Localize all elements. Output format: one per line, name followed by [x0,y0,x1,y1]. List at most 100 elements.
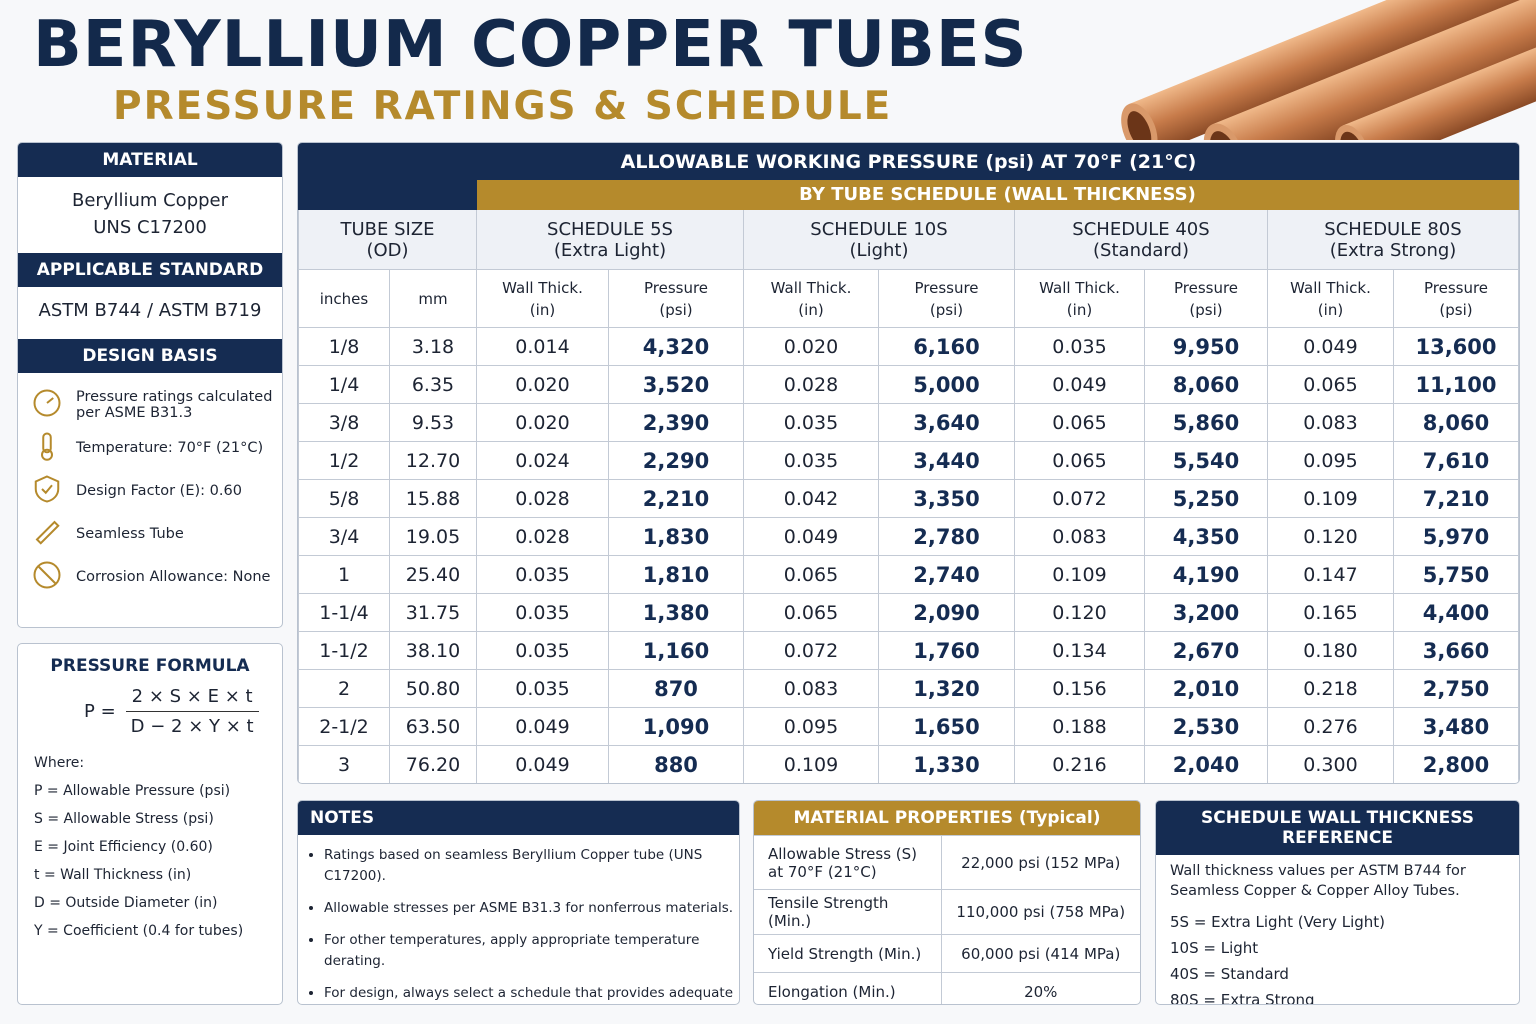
title: BERYLLIUM COPPER TUBES [33,8,1028,82]
note: Allowable stresses per ASME B31.3 for no… [324,898,739,919]
cell: 2 [298,669,390,708]
pressure: 4,350 [1144,517,1268,556]
pressure: 2,210 [608,479,744,518]
cell: 1/4 [298,365,390,404]
pressure: 13,600 [1393,327,1519,366]
def: P = Allowable Pressure (psi) [34,783,231,799]
formula-heading: PRESSURE FORMULA [50,656,250,676]
icon [32,431,76,465]
def: D = Outside Diameter (in) [34,895,218,911]
property-value: 22,000 psi (152 MPa) [940,835,1140,890]
size-header-line: (OD) [366,239,409,261]
cell: 0.024 [476,441,609,480]
design-text: Pressure ratings calculated per ASME B31… [76,388,273,421]
icon [32,474,76,508]
pressure: 1,830 [608,517,744,556]
formula-panel: PRESSURE FORMULA P = 2 × S × E × t D − 2 … [17,643,283,1005]
cell: 50.80 [389,669,477,708]
pressure: 2,670 [1144,631,1268,670]
size-col: inches [298,269,390,328]
icon [32,560,76,594]
pressure: 1,320 [878,669,1015,708]
pressure: 4,320 [608,327,744,366]
where: Where: [34,755,85,771]
design-text: Temperature: 70°F (21°C) [76,439,264,456]
pressure: 1,760 [878,631,1015,670]
cell: 0.072 [1014,479,1145,518]
cell: 0.020 [476,403,609,442]
data-row: 1-1/2 38.10 0.035 1,160 0.072 1,760 0.134 2,670… [298,631,1519,670]
cell: 31.75 [389,593,477,632]
numerator: 2 × S × E × t [125,686,259,712]
cell: 0.049 [476,707,609,746]
design-item: Corrosion Allowance: None [32,555,274,598]
pressure: 2,290 [608,441,744,480]
def: S = Allowable Stress (psi) [34,811,214,827]
sub-header: Pressure (psi) [1393,269,1519,328]
cell: 0.065 [1014,403,1145,442]
cell: 0.218 [1267,669,1394,708]
note: Ratings based on seamless Beryllium Copp… [324,845,739,887]
cell: 0.165 [1267,593,1394,632]
sub-header-line: Pressure [1173,278,1239,297]
note: For design, always select a schedule tha… [324,983,739,1004]
design-item: Design Factor (E): 0.60 [32,469,274,512]
pressure: 5,000 [878,365,1015,404]
cell: 0.049 [1014,365,1145,404]
cell: 15.88 [389,479,477,518]
data-row: 3/4 19.05 0.028 1,830 0.049 2,780 0.083 4,350 0.… [298,517,1519,556]
pressure: 2,750 [1393,669,1519,708]
pressure: 7,610 [1393,441,1519,480]
pressure-table: ALLOWABLE WORKING PRESSURE (psi) AT 70°F… [297,142,1520,784]
design-list: Pressure ratings calculated per ASME B31… [18,373,282,598]
pressure: 9,950 [1144,327,1268,366]
sub-header-line: (psi) [1439,300,1473,319]
sub-header-line: (in) [798,300,824,319]
size-col: mm [389,269,477,328]
icon-svg [33,561,61,588]
schedule-header: SCHEDULE 80S (Extra Strong) [1267,209,1519,270]
schedule-header: SCHEDULE 40S (Standard) [1014,209,1268,270]
reference-item: 40S = Standard [1170,965,1289,983]
cell: 0.035 [1014,327,1145,366]
pressure: 6,160 [878,327,1015,366]
size-header-line: TUBE SIZE [340,218,435,240]
icon-svg [41,432,53,461]
cell: 76.20 [389,745,477,783]
pressure: 870 [608,669,744,708]
pressure: 4,190 [1144,555,1268,594]
cell: 0.109 [1267,479,1394,518]
cell: 9.53 [389,403,477,442]
data-row: 5/8 15.88 0.028 2,210 0.042 3,350 0.072 5,250 0.… [298,479,1519,518]
icon-svg [33,389,61,416]
property-label: Elongation (Min.) [754,972,942,1004]
material-line: UNS C17200 [93,217,207,238]
property-row: Tensile Strength (Min.) 110,000 psi (758 … [754,889,1140,935]
data-row: 3 76.20 0.049 880 0.109 1,330 0.216 2,040 0.300 2… [298,745,1519,783]
pressure: 1,810 [608,555,744,594]
cell: 1-1/2 [298,631,390,670]
pressure: 2,010 [1144,669,1268,708]
cell: 19.05 [389,517,477,556]
notes-list: Ratings based on seamless Beryllium Copp… [298,845,739,1004]
properties-table: Allowable Stress (S) at 70°F (21°C) 22,00… [754,835,1140,1004]
pressure: 2,530 [1144,707,1268,746]
notes-panel: NOTES Ratings based on seamless Berylliu… [297,800,740,1005]
pressure: 3,480 [1393,707,1519,746]
design-text: Design Factor (E): 0.60 [76,482,242,499]
reference-item: 10S = Light [1170,939,1259,957]
cell: 0.276 [1267,707,1394,746]
sub-header: Pressure (psi) [878,269,1015,328]
property-row: Allowable Stress (S) at 70°F (21°C) 22,00… [754,835,1140,890]
sub-header: Wall Thick. (in) [476,269,609,328]
sub-header: Wall Thick. (in) [743,269,879,328]
cell: 5/8 [298,479,390,518]
pressure: 5,250 [1144,479,1268,518]
properties-panel: MATERIAL PROPERTIES (Typical) Allowable … [753,800,1141,1005]
reference-heading: SCHEDULE WALL THICKNESS REFERENCE [1156,801,1519,855]
table-title: ALLOWABLE WORKING PRESSURE (psi) AT 70°F… [298,143,1519,180]
sub-header-line: (psi) [659,300,693,319]
title-row: ALLOWABLE WORKING PRESSURE (psi) AT 70°F… [298,143,1519,180]
sub-header-line: (in) [529,300,556,319]
pressure: 1,090 [608,707,744,746]
